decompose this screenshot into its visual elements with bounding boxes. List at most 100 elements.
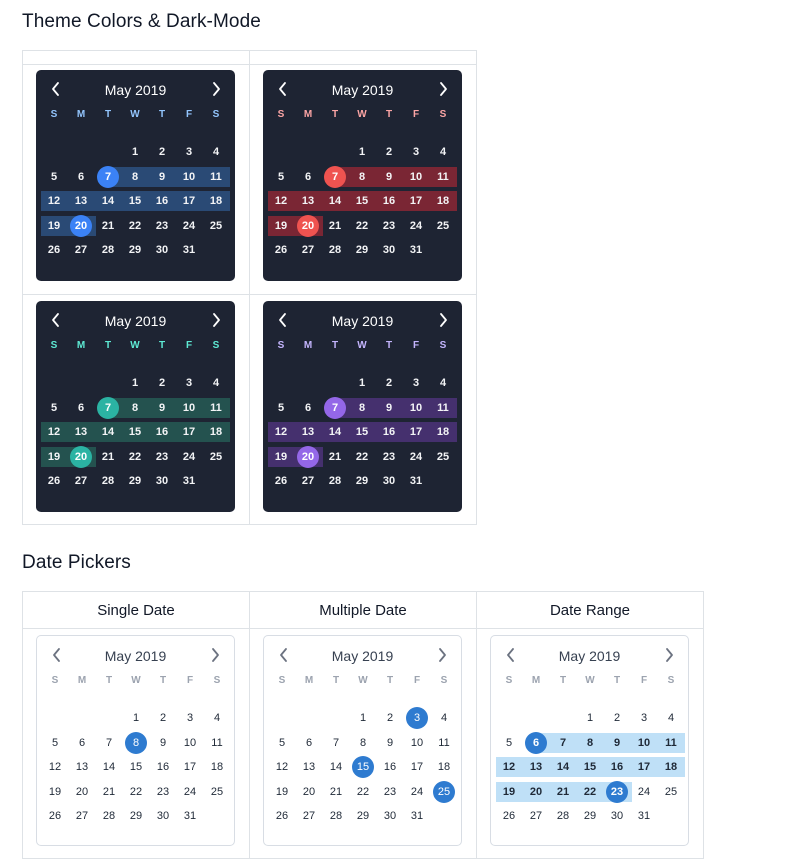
calendar-day[interactable]: 24	[410, 785, 424, 798]
calendar-day[interactable]: 1	[359, 712, 367, 724]
calendar-day[interactable]: 16	[382, 195, 396, 208]
calendar-day[interactable]: 21	[101, 450, 115, 463]
calendar-day[interactable]: 25	[436, 219, 450, 232]
calendar-day[interactable]: 23	[382, 450, 396, 463]
calendar-day[interactable]: 31	[637, 810, 651, 823]
calendar-day[interactable]: 4	[213, 712, 221, 724]
calendar-day[interactable]: 24	[183, 785, 197, 798]
calendar-day[interactable]: 9	[158, 170, 166, 183]
chevron-left-icon[interactable]	[272, 312, 292, 330]
calendar-day[interactable]: 18	[209, 195, 223, 208]
calendar-day[interactable]: 11	[211, 736, 223, 749]
calendar-day[interactable]: 14	[556, 761, 570, 774]
calendar-day[interactable]: 15	[355, 195, 369, 208]
calendar-day[interactable]: 14	[328, 195, 342, 208]
calendar-day[interactable]: 4	[439, 377, 447, 389]
calendar-day[interactable]: 17	[409, 195, 423, 208]
calendar-day[interactable]: 22	[128, 450, 142, 463]
calendar-day[interactable]: 28	[328, 475, 342, 488]
calendar-day[interactable]: 23	[155, 450, 169, 463]
calendar-day[interactable]: 4	[212, 377, 220, 389]
calendar-day[interactable]: 20	[302, 785, 316, 798]
calendar-day[interactable]: 12	[502, 761, 516, 774]
chevron-right-icon[interactable]	[659, 647, 679, 665]
chevron-left-icon[interactable]	[45, 312, 65, 330]
calendar-day[interactable]: 31	[410, 810, 424, 823]
calendar-day[interactable]: 31	[182, 475, 196, 488]
calendar-day[interactable]: 28	[328, 244, 342, 257]
calendar-day[interactable]: 11	[210, 401, 222, 414]
calendar-day[interactable]: 10	[409, 401, 423, 414]
calendar-day[interactable]: 18	[664, 761, 678, 774]
chevron-right-icon[interactable]	[433, 81, 453, 99]
calendar-day[interactable]: 20	[301, 219, 315, 232]
calendar-day[interactable]: 7	[331, 170, 339, 183]
calendar-day[interactable]: 10	[637, 736, 651, 749]
calendar-day[interactable]: 19	[274, 219, 288, 232]
calendar-day[interactable]: 3	[185, 377, 193, 389]
calendar-day[interactable]: 13	[529, 761, 543, 774]
chevron-left-icon[interactable]	[272, 81, 292, 99]
calendar-day[interactable]: 27	[75, 810, 89, 823]
calendar-day[interactable]: 5	[51, 736, 59, 749]
calendar-day[interactable]: 11	[210, 170, 222, 183]
calendar-day[interactable]: 10	[183, 736, 197, 749]
calendar-day[interactable]: 29	[128, 244, 142, 257]
calendar-day[interactable]: 2	[159, 712, 167, 724]
calendar-day[interactable]: 29	[356, 810, 370, 823]
calendar-day[interactable]: 2	[385, 377, 393, 389]
chevron-right-icon[interactable]	[206, 81, 226, 99]
calendar-day[interactable]: 30	[155, 244, 169, 257]
calendar-day[interactable]: 22	[583, 785, 597, 798]
calendar-day[interactable]: 26	[47, 475, 61, 488]
calendar-day[interactable]: 30	[156, 810, 170, 823]
calendar-day[interactable]: 20	[301, 450, 315, 463]
calendar-day[interactable]: 8	[131, 401, 139, 414]
calendar-day[interactable]: 11	[437, 401, 449, 414]
calendar-day[interactable]: 31	[409, 475, 423, 488]
calendar-day[interactable]: 21	[328, 450, 342, 463]
calendar-day[interactable]: 22	[355, 219, 369, 232]
calendar-day[interactable]: 1	[132, 712, 140, 724]
calendar-day[interactable]: 22	[128, 219, 142, 232]
calendar-day[interactable]: 30	[383, 810, 397, 823]
calendar-day[interactable]: 6	[532, 736, 540, 749]
calendar-day[interactable]: 9	[158, 401, 166, 414]
calendar-day[interactable]: 2	[385, 146, 393, 158]
calendar-day[interactable]: 12	[48, 761, 62, 774]
calendar-day[interactable]: 29	[583, 810, 597, 823]
calendar-day[interactable]: 14	[102, 761, 116, 774]
calendar-day[interactable]: 18	[436, 426, 450, 439]
calendar-day[interactable]: 9	[159, 736, 167, 749]
calendar-day[interactable]: 19	[275, 785, 289, 798]
chevron-left-icon[interactable]	[273, 647, 293, 665]
calendar-day[interactable]: 16	[156, 761, 170, 774]
calendar-day[interactable]: 9	[385, 401, 393, 414]
calendar-day[interactable]: 18	[209, 426, 223, 439]
chevron-right-icon[interactable]	[206, 312, 226, 330]
calendar-day[interactable]: 8	[131, 170, 139, 183]
calendar-day[interactable]: 26	[274, 475, 288, 488]
calendar-day[interactable]: 25	[436, 450, 450, 463]
calendar-day[interactable]: 1	[358, 377, 366, 389]
calendar-day[interactable]: 12	[274, 426, 288, 439]
calendar-title[interactable]: May 2019	[331, 648, 394, 664]
calendar-day[interactable]: 23	[383, 785, 397, 798]
calendar-day[interactable]: 5	[277, 401, 285, 414]
calendar-day[interactable]: 7	[105, 736, 113, 749]
calendar-day[interactable]: 16	[382, 426, 396, 439]
calendar-day[interactable]: 7	[559, 736, 567, 749]
calendar-day[interactable]: 31	[183, 810, 197, 823]
chevron-right-icon[interactable]	[432, 647, 452, 665]
calendar-title[interactable]: May 2019	[104, 313, 167, 329]
calendar-day[interactable]: 22	[355, 450, 369, 463]
calendar-day[interactable]: 4	[212, 146, 220, 158]
calendar-day[interactable]: 13	[302, 761, 316, 774]
calendar-day[interactable]: 5	[505, 736, 513, 749]
calendar-day[interactable]: 15	[128, 426, 142, 439]
calendar-day[interactable]: 23	[156, 785, 170, 798]
calendar-day[interactable]: 25	[664, 785, 678, 798]
calendar-day[interactable]: 20	[529, 785, 543, 798]
calendar-day[interactable]: 30	[610, 810, 624, 823]
chevron-left-icon[interactable]	[45, 81, 65, 99]
